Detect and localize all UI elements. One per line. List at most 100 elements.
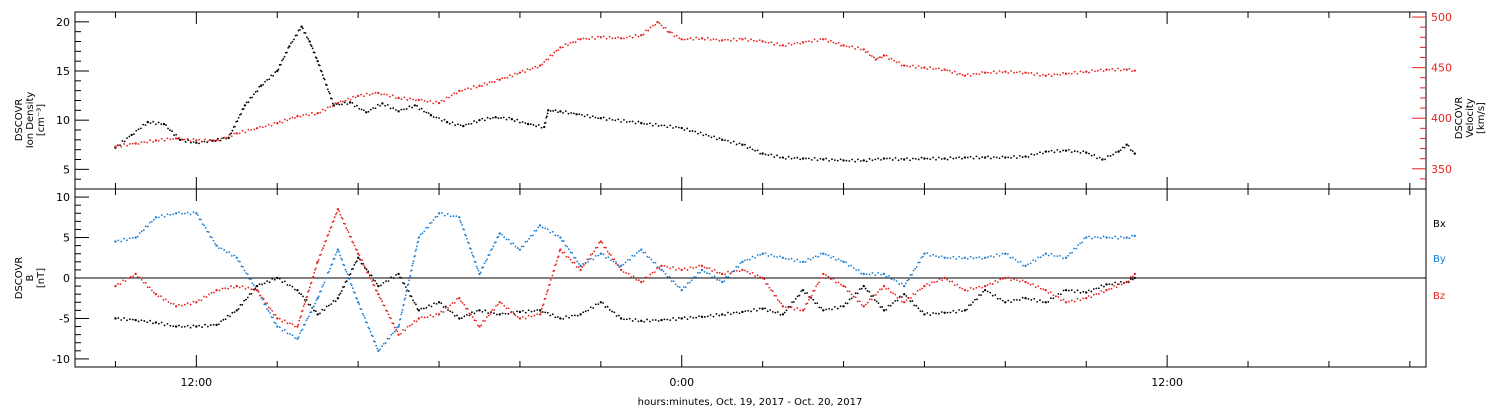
bz-trace-point [914,293,917,296]
bx-trace-point [996,297,999,300]
bz-trace-point [272,313,275,316]
velocity-trace-point [729,39,732,42]
velocity-trace-point [503,77,506,79]
ion-density-trace-point [975,155,978,158]
velocity-trace-point [1099,68,1102,71]
bz-trace-point [837,281,840,284]
ion-density-trace-point [475,121,478,124]
velocity-trace-point [810,41,813,43]
velocity-trace-point [448,96,451,99]
velocity-trace-point [403,96,406,99]
bz-trace-point [333,216,336,219]
bz-trace-point [306,295,309,298]
velocity-trace-point [555,49,558,52]
bx-trace-point [779,313,782,316]
bx-point [498,313,501,316]
ion-density-trace-point [489,117,492,120]
bz-trace-point [167,301,170,304]
velocity-point [1044,74,1047,77]
ion-density-point [822,158,825,161]
velocity-trace-point [464,88,466,91]
bx-trace-point [198,324,201,327]
bz-trace-point [557,255,560,258]
velocity-trace-point [1041,73,1044,76]
by-trace-point [417,240,420,243]
by-trace-point [535,229,538,232]
by-trace-point [952,255,955,258]
velocity-trace-point [207,140,209,143]
by-trace-point [622,263,625,266]
bx-trace-point [901,296,903,298]
by-trace-point [799,261,802,263]
bx-trace-point [117,317,120,319]
bz-trace-point [711,270,713,272]
bz-trace-point [820,276,823,279]
by-trace-point [328,270,330,273]
bx-trace-point [940,311,943,313]
velocity-trace-point [178,136,180,139]
ion-density-trace-point [236,120,239,123]
by-trace-point [274,322,277,325]
bz-trace-point [956,283,959,286]
bx-trace-point [657,320,660,322]
top-left-axis-label-3: [cm⁻³] [36,104,47,136]
bz-trace-point [675,269,677,271]
bx-point [842,305,845,308]
by-trace-point [315,299,318,301]
ion-density-trace-point [914,158,917,160]
ion-density-trace-point [546,115,548,118]
by-trace-point [958,255,960,258]
bz-trace-point [573,261,576,264]
x-tick-label: 12:00 [180,376,212,389]
velocity-trace-point [866,50,869,53]
ion-density-trace-point [1090,154,1093,157]
by-trace-point [425,226,428,229]
bx-trace-point [649,320,651,323]
velocity-trace-point [146,141,149,144]
bx-point [397,272,400,276]
velocity-trace-point [412,98,414,101]
bx-trace-point [129,318,131,321]
by-trace-point [446,213,449,215]
bx-trace-point [468,314,471,317]
by-trace-point [981,257,984,260]
velocity-trace-point [951,72,954,74]
by-trace-point [489,249,492,252]
bz-trace-point [584,262,587,265]
ion-density-trace-point [374,107,377,110]
velocity-trace-point [747,40,750,42]
velocity-trace-point [998,70,1001,72]
ion-density-trace-point [400,108,403,111]
bz-trace-point [346,229,349,232]
bottom-left-tick-label: -10 [52,353,70,366]
velocity-trace-point [1070,72,1073,75]
ion-density-trace-point [705,133,707,136]
ion-density-trace-point [623,119,625,121]
bx-trace-point [271,278,274,280]
by-trace-point [1019,260,1022,263]
by-trace-point [354,291,356,294]
ion-density-trace-point [483,119,486,122]
velocity-trace-point [1131,70,1133,73]
by-point [1024,264,1027,268]
velocity-trace-point [1067,72,1070,75]
bz-trace-point [718,271,721,274]
bz-point [599,240,603,243]
bottom-left-axis-label-1: DSCOVR [14,257,25,300]
velocity-trace-point [911,64,914,67]
ion-density-trace-point [868,157,871,160]
bx-trace-point [233,311,236,314]
velocity-trace-point [149,139,152,142]
velocity-trace-point [637,35,640,38]
bx-trace-point [239,303,242,306]
by-trace-point [629,258,631,261]
velocity-trace-point [946,69,949,72]
by-trace-point [541,226,544,229]
velocity-trace-point [799,42,802,45]
velocity-trace-point [750,38,752,41]
bx-trace-point [294,288,296,291]
bx-trace-point [385,280,387,282]
bx-trace-point [881,306,884,308]
bx-trace-point [729,313,732,316]
bz-point [1133,272,1136,276]
